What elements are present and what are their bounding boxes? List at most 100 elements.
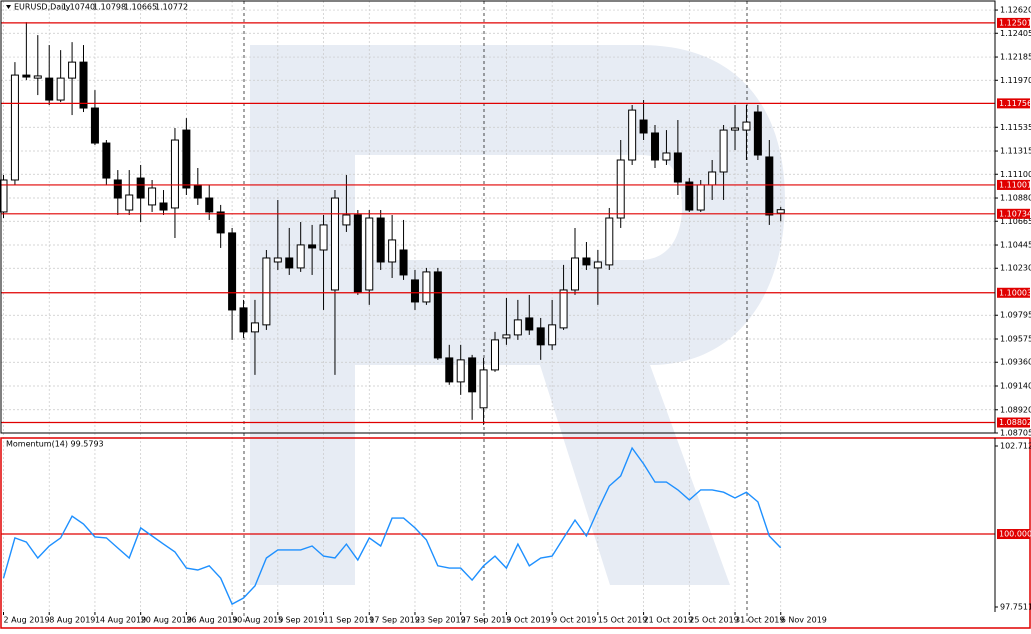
- y-tick-label: 1.11970: [1000, 76, 1031, 85]
- marks: [0, 22, 995, 606]
- x-tick-label: 14 Aug 2019: [95, 616, 146, 625]
- indicator-title: Momentum(14) 99.5793: [6, 440, 104, 449]
- x-tick-label: 25 Oct 2019: [689, 616, 738, 625]
- y-tick-label: 1.09795: [1000, 311, 1031, 320]
- candle-body: [742, 121, 751, 131]
- y-tick-label: 1.12185: [1000, 53, 1031, 62]
- menu-arrow: [6, 5, 11, 9]
- y-tick-label: 1.11315: [1000, 147, 1031, 156]
- x-tick-label: 20 Aug 2019: [141, 616, 192, 625]
- candle-body: [479, 369, 488, 409]
- candle-body: [102, 142, 111, 179]
- x-tick-label: 2 Aug 2019: [4, 616, 50, 625]
- candle-body: [399, 249, 408, 276]
- candle-body: [616, 159, 625, 219]
- candle-body: [571, 257, 579, 291]
- x-tick-label: 8 Aug 2019: [49, 616, 95, 625]
- level-label: 1.10003: [999, 288, 1031, 297]
- candle-body: [490, 339, 499, 371]
- chart-title: EURUSD,Daily: [14, 3, 71, 12]
- candle-body: [536, 327, 545, 346]
- candle-body: [319, 224, 328, 251]
- level-label-bg: [997, 208, 1030, 219]
- x-tick-label: 31 Oct 2019: [735, 616, 784, 625]
- candle-body: [605, 217, 614, 266]
- candle-body: [708, 171, 717, 186]
- candle-body: [308, 244, 317, 249]
- main-panel-border: [0, 0, 996, 434]
- candle-body: [456, 359, 465, 383]
- level-label: 1.12501: [999, 18, 1031, 27]
- ohlc-open: 1.10740: [62, 3, 95, 12]
- candle-body: [56, 77, 65, 101]
- ohlc-low: 1.10665: [124, 3, 157, 12]
- x-tick-label: 15 Oct 2019: [598, 616, 647, 625]
- x-tick-label: 23 Sep 2019: [415, 616, 466, 625]
- candle-body: [330, 197, 339, 291]
- candle-body: [125, 194, 134, 211]
- candle-body: [365, 217, 374, 291]
- x-tick-label: 11 Sep 2019: [324, 616, 375, 625]
- y-tick-label: 1.10665: [1000, 217, 1031, 226]
- momentum-line: [2, 446, 782, 606]
- y-tick-label: 1.11100: [1000, 170, 1031, 179]
- candle-body: [250, 322, 259, 333]
- candle-body: [170, 139, 179, 209]
- candle-body: [285, 257, 294, 269]
- candle-body: [410, 279, 419, 303]
- candle-body: [90, 107, 99, 144]
- candle-body: [468, 357, 477, 393]
- candle-body: [593, 261, 602, 269]
- candle-body: [296, 244, 305, 269]
- candle-body: [376, 217, 385, 263]
- x-tick-label: 6 Nov 2019: [781, 616, 827, 625]
- y-tick-label: 102.712: [1000, 442, 1031, 451]
- candle-body: [776, 209, 785, 214]
- level-label: 1.11756: [999, 99, 1031, 108]
- candle-body: [628, 109, 637, 161]
- x-tick-label: 17 Sep 2019: [369, 616, 420, 625]
- candle-body: [113, 179, 122, 199]
- ohlc-high: 1.10798: [93, 3, 126, 12]
- candle-body: [262, 257, 271, 326]
- candle-body: [228, 232, 237, 311]
- level-label-bg: [997, 179, 1030, 190]
- y-tick-label: 1.10445: [1000, 241, 1031, 250]
- candle-body: [753, 111, 762, 156]
- candle-body: [182, 129, 191, 189]
- candle-body: [353, 214, 362, 293]
- level-label: 1.08802: [999, 418, 1031, 427]
- y-tick-label: 1.10880: [1000, 194, 1031, 203]
- x-tick-label: 30 Aug 2019: [232, 616, 283, 625]
- x-tick-label: 27 Sep 2019: [461, 616, 512, 625]
- candle-body: [445, 357, 454, 383]
- candle-body: [136, 177, 145, 199]
- level-label: 100.0000: [999, 530, 1031, 539]
- candle-body: [22, 74, 31, 78]
- candle-body: [10, 74, 19, 181]
- x-tick-label: 3 Oct 2019: [506, 616, 550, 625]
- candle-body: [193, 184, 202, 199]
- candle-body: [33, 75, 42, 79]
- y-tick-label: 1.11535: [1000, 123, 1031, 132]
- candle-body: [205, 197, 214, 213]
- candle-body: [148, 187, 157, 206]
- candle-body: [68, 61, 77, 79]
- candle-body: [662, 152, 671, 161]
- level-label-bg: [997, 17, 1030, 28]
- candle-body: [388, 239, 397, 263]
- y-tick-label: 1.08920: [1000, 405, 1031, 414]
- candle-body: [651, 132, 660, 161]
- level-label-bg: [997, 417, 1030, 428]
- candle-body: [731, 127, 740, 131]
- candle-body: [513, 319, 522, 336]
- y-tick-label: 1.08705: [1000, 429, 1031, 438]
- y-tick-label: 1.10230: [1000, 264, 1031, 273]
- candle-body: [79, 61, 88, 109]
- y-tick-label: 1.12620: [1000, 6, 1031, 15]
- candle-body: [685, 181, 694, 211]
- candle-body: [0, 179, 8, 213]
- level-label-bg: [997, 529, 1030, 540]
